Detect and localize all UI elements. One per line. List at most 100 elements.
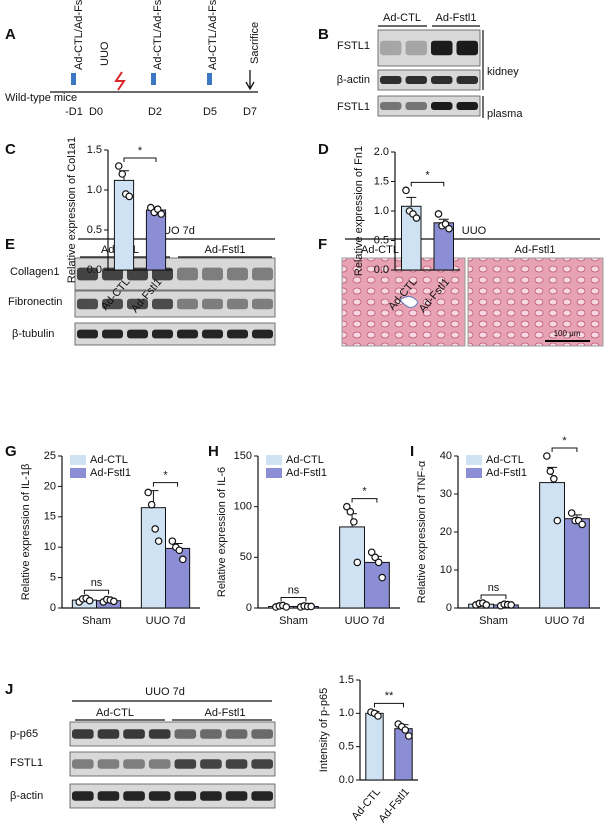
data-point (371, 553, 379, 562)
blot-band (177, 329, 198, 339)
panel-label: J (5, 681, 13, 698)
data-point (307, 602, 315, 611)
row-label: p-p65 (10, 728, 38, 740)
blot-band (77, 298, 98, 310)
y-tick-label: 0.0 (339, 774, 354, 786)
blot-band (431, 40, 453, 56)
blot-band (380, 76, 402, 84)
panel-label: C (5, 141, 16, 158)
sig-bracket (480, 594, 507, 600)
data-point (374, 712, 382, 720)
x-tick-label: Ad-Fstl1 (376, 786, 412, 825)
blot-band (456, 40, 478, 56)
blot-band (148, 729, 171, 739)
y-tick-label: 1.0 (87, 184, 102, 196)
data-point (353, 558, 362, 567)
x-tick-label: Sham (479, 615, 508, 627)
row-label: Fibronectin (8, 296, 62, 308)
y-axis-label: Relative expression of IL-1β (20, 464, 32, 601)
y-axis-label: Relative expression of TNF-α (416, 460, 428, 603)
blot-band (152, 298, 173, 310)
blot-band (227, 267, 248, 281)
y-tick-label: 20 (44, 480, 56, 492)
data-point (157, 210, 166, 218)
y-tick-label: 40 (440, 450, 452, 462)
legend-label: Ad-CTL (286, 454, 324, 466)
blot-band (252, 267, 273, 281)
blot-band (251, 791, 273, 801)
injection: Ad-CTL/Ad-Fstl1 (152, 0, 164, 70)
tissue: kidney (487, 66, 519, 78)
blot-band (200, 729, 222, 739)
data-point (546, 467, 555, 476)
panel-label: A (5, 26, 16, 43)
group: Ad-CTL (96, 707, 134, 719)
blot-band (127, 298, 148, 310)
y-tick-label: 20 (440, 526, 452, 538)
blot-band (177, 267, 198, 281)
y-tick-label: 100 (234, 501, 252, 513)
data-point (151, 525, 159, 533)
blot-band (127, 329, 148, 339)
legend-swatch (466, 468, 482, 478)
blot-band (152, 329, 173, 339)
y-tick-label: 0.5 (339, 741, 354, 753)
blot-band (97, 729, 120, 739)
blot-band (202, 267, 223, 281)
data-point (412, 214, 421, 222)
group: Ad-Fstl1 (436, 12, 477, 24)
y-tick-label: 0.0 (374, 264, 389, 276)
data-point (168, 537, 177, 545)
blot-band (227, 329, 248, 339)
blot-band (456, 76, 478, 84)
data-point (543, 452, 551, 460)
data-point (125, 192, 134, 201)
data-point (367, 548, 376, 557)
blot-b: Ad-CTL Ad-Fstl1 FSTL1 β-actin FSTL1 kidn… (337, 12, 524, 120)
blot-band (72, 759, 94, 769)
blot-band (174, 759, 197, 769)
group: Ad-Fstl1 (205, 707, 246, 719)
blot-band (225, 729, 248, 739)
x-tick-label: UUO 7d (146, 615, 186, 627)
histo-image (467, 257, 604, 347)
sig-bracket (551, 447, 578, 452)
sacrifice-arrow (245, 70, 255, 91)
bar (364, 561, 390, 609)
y-tick-label: 1.0 (339, 707, 354, 719)
blot-band (405, 102, 427, 110)
legend-swatch (466, 455, 482, 465)
y-tick-label: 0.5 (374, 234, 389, 246)
y-tick-label: 5 (50, 572, 56, 584)
legend-label: Ad-CTL (90, 454, 128, 466)
data-point (434, 210, 443, 218)
y-tick-label: 0 (446, 602, 452, 614)
blot-j: UUO 7d Ad-CTL Ad-Fstl1 p-p65 FSTL1 β-act… (10, 686, 272, 802)
blot-band (251, 729, 273, 739)
data-point (282, 603, 291, 611)
row-label: Collagen1 (10, 266, 60, 278)
blot-band (152, 267, 173, 281)
legend-label: Ad-CTL (486, 454, 524, 466)
blot-band (72, 729, 94, 739)
data-point (378, 573, 386, 582)
error-bar (406, 196, 417, 207)
bar (140, 507, 167, 609)
group: Ad-CTL (383, 12, 421, 24)
data-point (567, 509, 576, 517)
sig-bracket (351, 498, 378, 503)
row-label: FSTL1 (337, 101, 370, 113)
x-tick-label: Sham (82, 615, 111, 627)
data-point (147, 500, 156, 509)
data-point (175, 546, 184, 555)
blot-band (77, 267, 98, 281)
bar (145, 209, 167, 271)
legend-swatch (266, 455, 282, 465)
row-label: β-tubulin (12, 328, 54, 340)
histology-f: UUO Ad-CTL Ad-Fstl1 100 μm (341, 225, 604, 347)
y-axis-label: Relative expression of Col1a1 (66, 137, 78, 283)
day: -D1 (65, 106, 83, 118)
blot-band (252, 298, 273, 310)
sig-label: ns (488, 582, 500, 594)
